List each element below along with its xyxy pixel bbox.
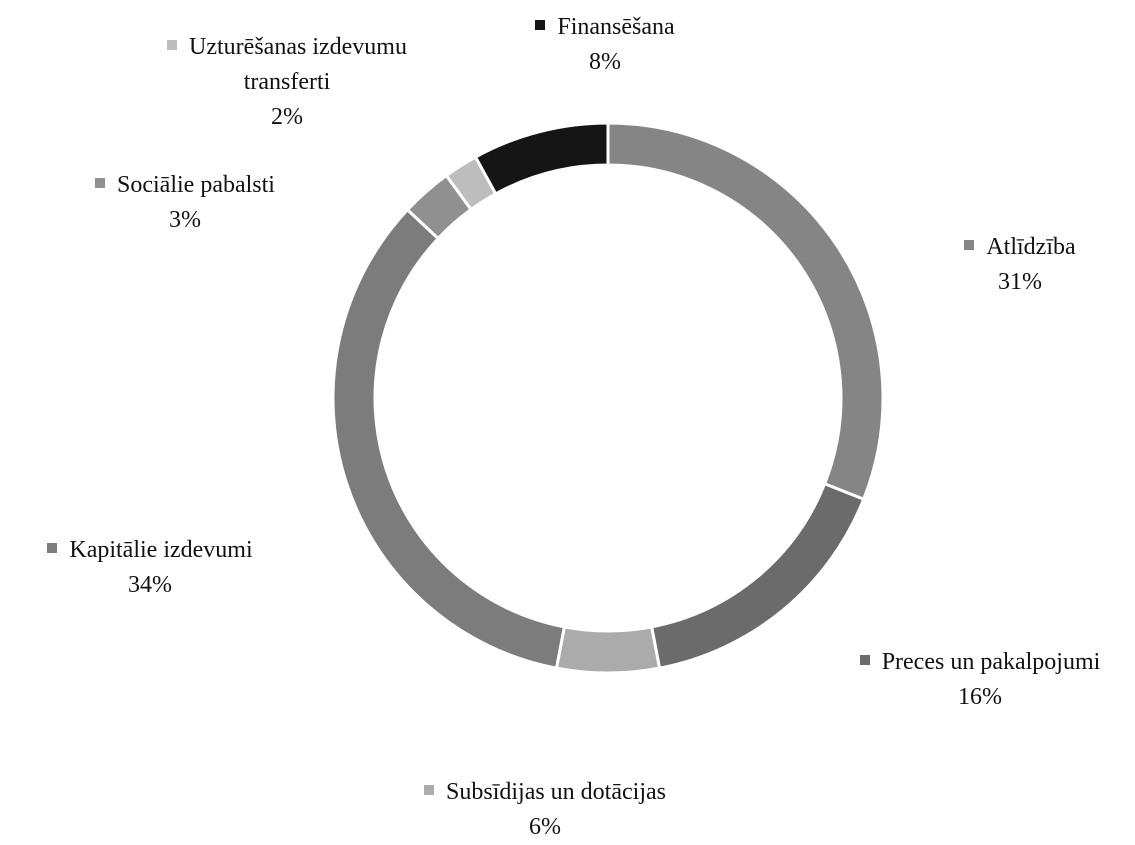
legend-marker [47, 543, 58, 553]
donut-slice [331, 207, 567, 670]
legend-marker [167, 40, 178, 50]
slice-label: Kapitālie izdevumi 34% [0, 533, 300, 603]
legend-marker [964, 240, 975, 250]
legend-marker [535, 20, 546, 30]
value-label: 31% [998, 269, 1042, 295]
category-label: Sociālie pabalsti [117, 172, 275, 198]
slice-label: Finansēšana 8% [495, 10, 715, 80]
category-label: Uzturēšanas izdevumu transferti [189, 34, 407, 95]
category-label: Subsīdijas un dotācijas [446, 779, 666, 805]
category-label: Kapitālie izdevumi [69, 537, 253, 563]
slice-label: Atlīdzība 31% [920, 230, 1120, 300]
category-label: Atlīdzība [986, 234, 1076, 260]
donut-slice [554, 625, 662, 675]
slice-label: Uzturēšanas izdevumu transferti 2% [142, 30, 432, 135]
slice-label: Preces un pakalpojumi 16% [810, 645, 1135, 715]
category-label: Preces un pakalpojumi [881, 649, 1101, 675]
donut-slice [606, 121, 885, 502]
donut-slice [649, 481, 866, 670]
donut-slice [473, 121, 610, 196]
value-label: 8% [589, 49, 621, 75]
legend-marker [424, 785, 434, 795]
value-label: 6% [529, 814, 561, 840]
value-label: 3% [169, 207, 201, 233]
legend-marker [859, 655, 870, 665]
value-label: 2% [271, 104, 303, 130]
slice-label: Subsīdijas un dotācijas 6% [365, 775, 725, 845]
value-label: 16% [958, 684, 1002, 710]
value-label: 34% [128, 572, 172, 598]
category-label: Finansēšana [557, 14, 675, 40]
legend-marker [95, 178, 106, 188]
slice-label: Sociālie pabalsti 3% [45, 168, 325, 238]
